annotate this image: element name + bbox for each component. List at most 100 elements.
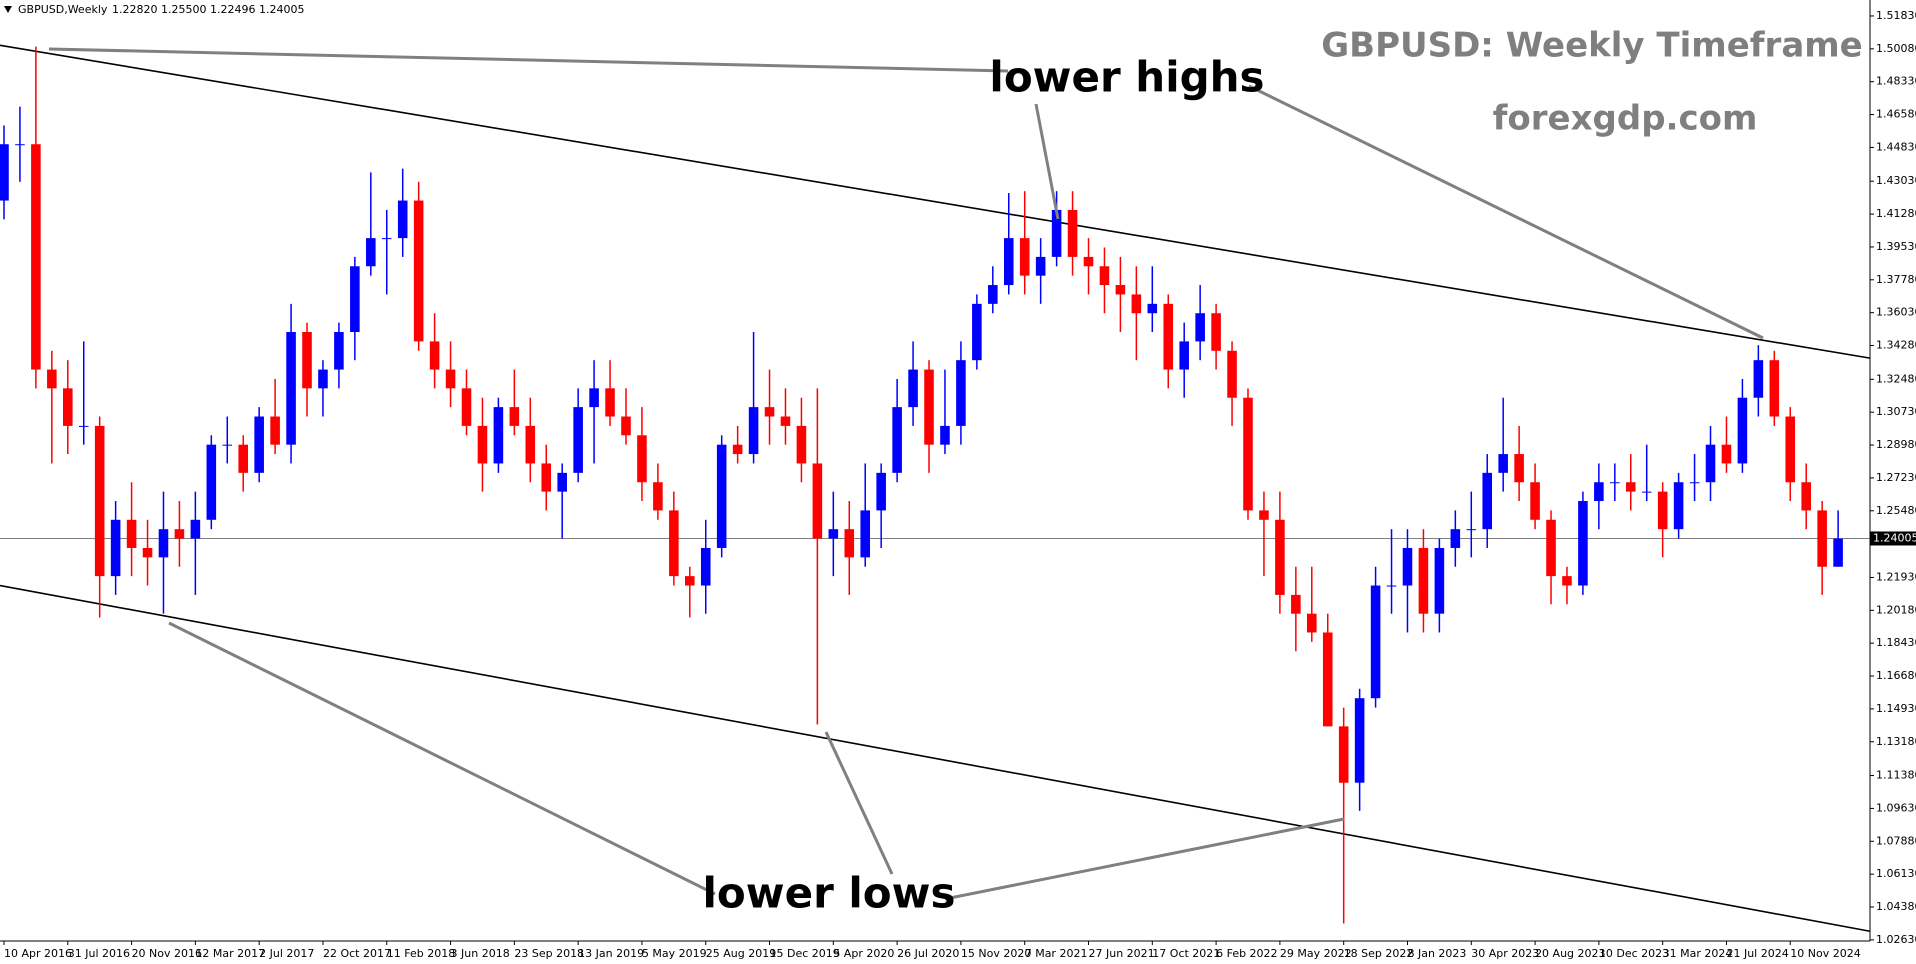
- candle-body: [1035, 256, 1046, 276]
- candle-body: [1578, 501, 1588, 586]
- candle-body: [350, 266, 360, 333]
- symbol-label: GBPUSD,Weekly: [18, 3, 108, 16]
- candle-body: [1147, 303, 1158, 314]
- x-tick-label: 29 May 2022: [1280, 947, 1352, 960]
- pointer-line: [1248, 84, 1764, 340]
- y-tick-label: 1.41280: [1876, 207, 1916, 220]
- candle-body: [605, 388, 615, 417]
- candle-body: [238, 444, 249, 473]
- candle-body: [1418, 547, 1429, 614]
- candle-body: [732, 444, 743, 455]
- y-tick-label: 1.09630: [1876, 801, 1916, 814]
- candle-body: [1562, 576, 1572, 586]
- pointer-line: [1034, 103, 1060, 220]
- x-tick-label: 20 Aug 2023: [1535, 947, 1605, 960]
- x-tick-label: 27 Jun 2021: [1089, 947, 1155, 960]
- candle-body: [1657, 491, 1668, 530]
- candle-body: [0, 144, 9, 201]
- candle-body: [1067, 209, 1078, 257]
- candle-body: [812, 463, 823, 539]
- candle-body: [748, 407, 759, 455]
- candle-body: [1322, 632, 1333, 727]
- candle-body: [1801, 482, 1811, 511]
- candle-body: [381, 238, 392, 240]
- candle-body: [908, 369, 918, 408]
- candle-body: [1243, 397, 1253, 511]
- x-tick-label: 26 Jul 2020: [897, 947, 959, 960]
- candle-body: [796, 425, 807, 464]
- candle-body: [1402, 547, 1413, 586]
- y-tick-label: 1.44830: [1876, 140, 1916, 153]
- candle-body: [972, 303, 982, 361]
- x-tick-label: 3 Jun 2018: [451, 947, 510, 960]
- candle-body: [1370, 585, 1381, 699]
- candle-body: [1434, 547, 1445, 614]
- candle-body: [270, 416, 280, 445]
- candle-body: [924, 369, 934, 445]
- pointer-line: [168, 621, 716, 896]
- x-tick-label: 12 Mar 2017: [195, 947, 265, 960]
- candle-body: [142, 547, 153, 558]
- candle-body: [206, 444, 217, 520]
- x-tick-label: 21 Jul 2024: [1726, 947, 1788, 960]
- candle-body: [1641, 491, 1652, 493]
- x-tick-label: 17 Oct 2021: [1152, 947, 1220, 960]
- x-tick-label: 10 Dec 2023: [1599, 947, 1669, 960]
- x-tick-label: 6 Feb 2022: [1216, 947, 1277, 960]
- y-tick-label: 1.36030: [1876, 306, 1916, 319]
- x-tick-label: 22 Oct 2017: [323, 947, 391, 960]
- x-tick-label: 13 Jan 2019: [578, 947, 644, 960]
- candle-body: [637, 435, 647, 483]
- candle-body: [1737, 397, 1748, 464]
- candle-body: [302, 332, 312, 389]
- candle-body: [1003, 238, 1014, 286]
- x-tick-label: 31 Jul 2016: [68, 947, 130, 960]
- candle-body: [988, 285, 998, 304]
- candle-body: [541, 463, 552, 492]
- candle-body: [892, 407, 902, 473]
- candle-body: [860, 510, 871, 558]
- candle-body: [1673, 482, 1684, 530]
- trendline: [0, 44, 1871, 359]
- candle-body: [1131, 294, 1142, 314]
- pointer-line: [824, 731, 894, 875]
- candle-body: [1833, 538, 1843, 567]
- candle-body: [1386, 585, 1397, 587]
- chart-subtitle: forexgdp.com: [1493, 99, 1758, 139]
- y-tick-label: 1.20180: [1876, 603, 1916, 616]
- candle-body: [557, 472, 567, 492]
- candle-body: [1099, 266, 1110, 286]
- y-tick-label: 1.06130: [1876, 867, 1916, 880]
- candle-body: [573, 407, 583, 473]
- candle-body: [254, 416, 264, 473]
- candle-body: [876, 472, 886, 511]
- pointers: [48, 47, 1764, 901]
- candle-body: [1083, 256, 1094, 267]
- y-tick-label: 1.25480: [1876, 504, 1916, 517]
- candle-body: [1530, 482, 1540, 520]
- candle-body: [1705, 444, 1716, 483]
- y-tick-label: 1.27230: [1876, 471, 1916, 484]
- candle-body: [828, 529, 839, 539]
- y-tick-label: 1.43030: [1876, 174, 1916, 187]
- header-icon: [4, 6, 12, 13]
- candle-body: [445, 369, 456, 389]
- y-tick-label: 1.48330: [1876, 75, 1916, 88]
- candle-body: [493, 407, 504, 464]
- y-tick-label: 1.21930: [1876, 570, 1916, 583]
- y-tick-label: 1.37780: [1876, 273, 1916, 286]
- y-tick-label: 1.34280: [1876, 339, 1916, 352]
- candle-body: [1163, 303, 1174, 370]
- candle-body: [397, 200, 408, 239]
- candle-body: [764, 407, 775, 417]
- candle-body: [940, 425, 950, 445]
- candle-body: [1514, 454, 1524, 483]
- candle-body: [78, 425, 89, 427]
- x-tick-label: 15 Nov 2020: [961, 947, 1031, 960]
- candle-body: [190, 519, 201, 539]
- candle-body: [1546, 519, 1556, 577]
- candle-body: [1115, 285, 1126, 295]
- x-tick-label: 20 Nov 2016: [132, 947, 202, 960]
